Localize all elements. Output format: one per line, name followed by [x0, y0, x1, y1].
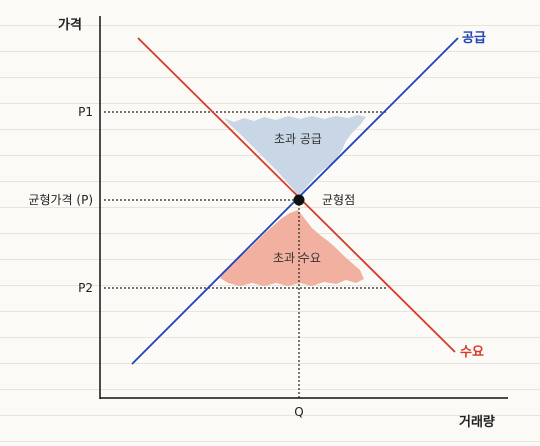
supply-curve-label: 공급: [462, 31, 486, 46]
equilibrium-point: [293, 194, 305, 206]
excess-demand-label: 초과 수요: [273, 251, 321, 265]
x-axis-label: 거래량: [459, 415, 495, 430]
equilibrium-price-tick-label: 균형가격 (P): [28, 193, 93, 207]
p1-tick-label: P1: [78, 105, 93, 119]
q-tick-label: Q: [294, 405, 303, 419]
demand-curve: [137, 37, 456, 353]
excess-supply-label: 초과 공급: [274, 132, 322, 146]
demand-curve-label: 수요: [460, 345, 484, 360]
equilibrium-label: 균형점: [322, 193, 355, 207]
excess-supply-region: [224, 115, 366, 196]
p2-tick-label: P2: [78, 281, 93, 295]
excess-demand-region: [220, 210, 364, 286]
y-axis-label: 가격: [58, 18, 82, 33]
